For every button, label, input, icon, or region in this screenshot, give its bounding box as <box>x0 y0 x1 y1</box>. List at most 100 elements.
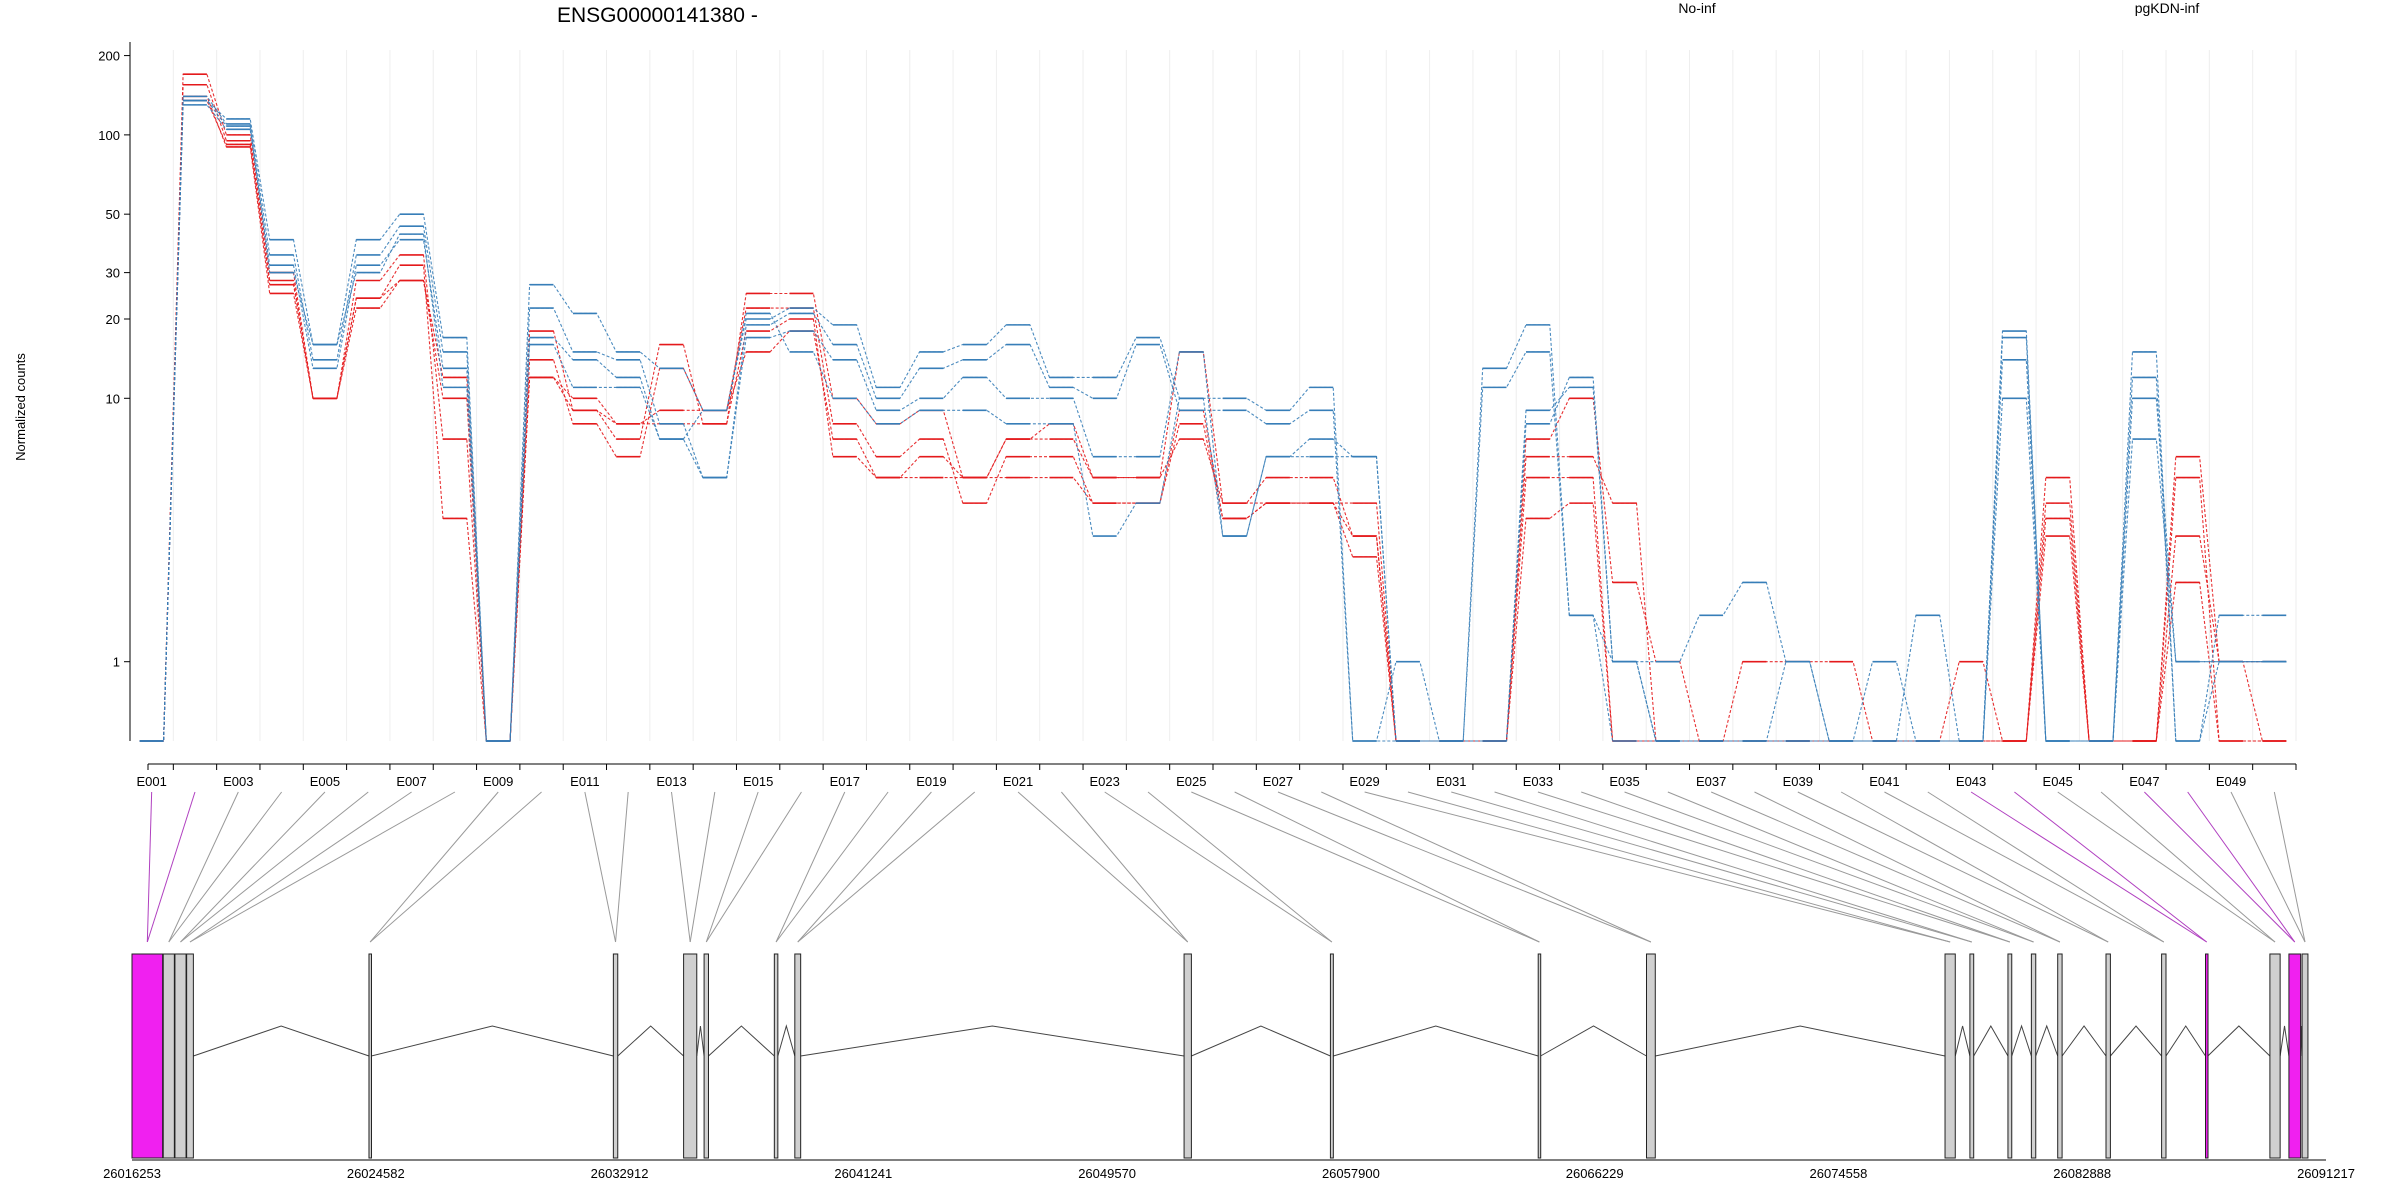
exon-tick-label: E007 <box>396 774 426 789</box>
plot-gridlines <box>172 50 2297 741</box>
intron-line <box>800 1025 1185 1057</box>
exon-mapping-line <box>369 791 542 943</box>
exon-mapping-line <box>1840 791 2109 943</box>
exon-block <box>162 953 175 1159</box>
exon-mapping-line <box>189 791 456 943</box>
intron-line <box>2279 1025 2290 1057</box>
y-tick-label: 1 <box>113 655 120 670</box>
intron-line <box>193 1025 370 1057</box>
exon-tick-label: E037 <box>1696 774 1726 789</box>
y-tick-label: 20 <box>106 312 120 327</box>
exon-mapping-line <box>146 791 196 943</box>
genome-coordinate-axis: 26016253 26024582 26032912 26041241 26049570… <box>103 1159 2355 1181</box>
exon-block <box>1645 953 1656 1159</box>
exon-tick-label: E003 <box>223 774 253 789</box>
exon-mapping-line <box>1451 791 1972 943</box>
genome-tick-label: 26024582 <box>347 1166 405 1181</box>
intron-line <box>1191 1025 1331 1057</box>
exon-tick-label: E017 <box>830 774 860 789</box>
exon-mapping-line <box>615 791 629 943</box>
exon-block-highlighted <box>131 953 164 1159</box>
exon-block <box>2030 953 2037 1159</box>
intron-line <box>1333 1025 1539 1057</box>
intron-line <box>2035 1024 2059 1057</box>
exon-mapping-line <box>2100 791 2276 943</box>
intron-line <box>1655 1025 1946 1057</box>
exon-mapping-line <box>1710 791 2061 943</box>
intron-line <box>777 1024 796 1057</box>
exon-block <box>186 953 194 1159</box>
exon-mapping-line <box>168 791 283 943</box>
exon-mapping-line <box>705 791 759 943</box>
exon-tick-label: E047 <box>2129 774 2159 789</box>
exon-tick-label: E005 <box>310 774 340 789</box>
plot-series <box>139 73 2287 742</box>
exon-mapping-line <box>2230 791 2306 943</box>
exon-tick-label: E031 <box>1436 774 1466 789</box>
intron-line <box>2207 1025 2271 1057</box>
exon-block <box>2269 953 2281 1159</box>
exon-block <box>2301 953 2309 1159</box>
exon-mapping-line <box>369 791 499 943</box>
exon-mapping-line <box>1277 791 1652 943</box>
exon-mapping-line <box>1407 791 1951 943</box>
genome-tick-label: 26066229 <box>1566 1166 1624 1181</box>
exon-mapping-line <box>1927 791 2165 943</box>
exon-block <box>174 953 187 1159</box>
exon-mapping-line <box>1364 791 1951 943</box>
exon-tick-label: E049 <box>2216 774 2246 789</box>
exon-mapping-line <box>2014 791 2207 943</box>
exon-mapping-line <box>1494 791 1972 943</box>
exon-tick-label: E009 <box>483 774 513 789</box>
exon-mapping-line <box>180 791 369 943</box>
y-tick-label: 30 <box>106 266 120 281</box>
intron-line <box>1540 1025 1647 1057</box>
exon-mapping-line <box>1797 791 2109 943</box>
exon-tick-label: E021 <box>1003 774 1033 789</box>
intron-line <box>617 1025 684 1057</box>
exon-block <box>2105 953 2111 1159</box>
intron-line <box>2011 1024 2032 1057</box>
intron-line <box>371 1025 614 1057</box>
genome-tick-label: 26049570 <box>1078 1166 1136 1181</box>
exon-mapping-line <box>189 791 412 943</box>
exon-mapping-line <box>168 791 239 943</box>
exon-tick-label: E015 <box>743 774 773 789</box>
exon-tick-label: E019 <box>916 774 946 789</box>
gene-model <box>131 953 2309 1159</box>
exon-block <box>773 953 779 1159</box>
exon-mapping-line <box>1017 791 1189 943</box>
exon-tick-label: E011 <box>570 774 599 789</box>
exon-block-highlighted <box>2205 953 2209 1159</box>
exon-block <box>612 953 619 1159</box>
exon-mapping-line <box>1060 791 1189 943</box>
chart-title: ENSG00000141380 - <box>557 4 758 27</box>
exon-mapping-line <box>1970 791 2207 943</box>
intron-line <box>2110 1025 2162 1057</box>
intron-line <box>2165 1025 2206 1057</box>
y-tick-label: 100 <box>98 128 120 143</box>
y-tick-label: 10 <box>106 391 120 406</box>
exon-mapping-line <box>1234 791 1540 943</box>
exon-tick-label: E023 <box>1090 774 1120 789</box>
exon-block <box>794 953 802 1159</box>
exon-tick-label: E041 <box>1869 774 1899 789</box>
exon-mapping-line <box>1147 791 1333 943</box>
y-tick-label: 200 <box>98 49 120 64</box>
exon-tick-label: E033 <box>1523 774 1553 789</box>
exon-mapping-line <box>1104 791 1333 943</box>
exon-mapping-line <box>775 791 846 943</box>
exon-block <box>703 953 709 1159</box>
intron-line <box>2061 1025 2107 1057</box>
exon-mapping-line <box>797 791 976 943</box>
genome-tick-label: 26016253 <box>103 1166 161 1181</box>
exon-tick-label: E025 <box>1176 774 1206 789</box>
exon-block <box>1183 953 1192 1159</box>
series-pgkdn-inf <box>139 99 2287 742</box>
exon-block <box>2161 953 2167 1159</box>
y-axis-title: Normalized counts <box>13 353 28 461</box>
genome-tick-label: 26057900 <box>1322 1166 1380 1181</box>
plot-axes: 1 10 20 30 50 100 200 E001 E003 E005 E007 E009 E011 E… <box>98 42 2297 789</box>
exon-tick-label: E027 <box>1263 774 1293 789</box>
genome-tick-label: 26032912 <box>591 1166 649 1181</box>
